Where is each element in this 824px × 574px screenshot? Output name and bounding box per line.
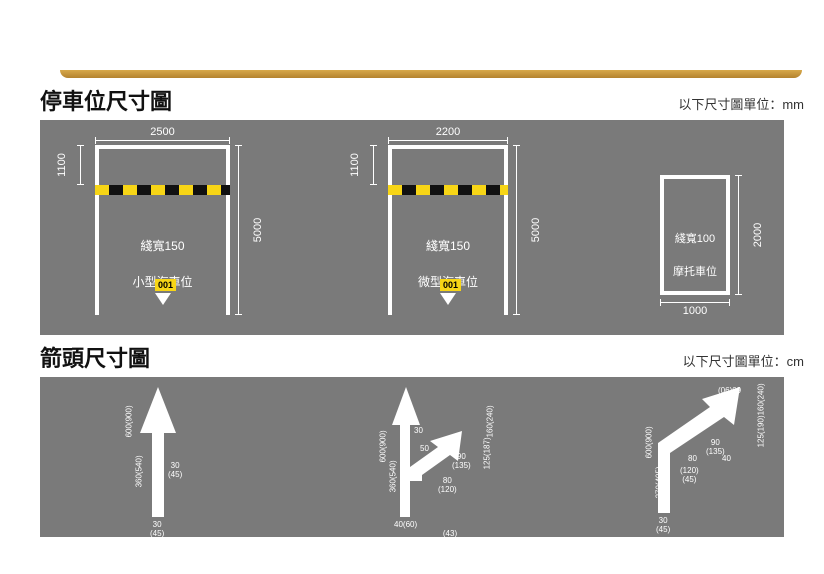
dim-turn-shaft: 360(540) xyxy=(390,460,399,492)
spot-number-small: 001 xyxy=(155,279,176,291)
arrows-unit: 以下尺寸圖單位：cm xyxy=(683,351,804,370)
dim-small-width: 2500 xyxy=(95,126,230,141)
dim-turn-arm2: 80 (120) xyxy=(438,477,457,495)
parking-section-header: 停車位尺寸圖 以下尺寸圖單位：mm xyxy=(0,78,824,120)
number-arrow-icon xyxy=(440,293,456,305)
top-whitespace xyxy=(0,0,824,78)
arrows-panel: 600(900) 360(540) 30 (45) 30 (45) 600(90… xyxy=(40,377,784,537)
dim-micro-topgap: 1100 xyxy=(373,145,374,185)
dim-moto-width: 1000 xyxy=(660,302,730,319)
dim-small-topgap: 1100 xyxy=(80,145,81,185)
gold-strip xyxy=(60,70,802,78)
arrows-title: 箭頭尺寸圖 xyxy=(40,341,150,373)
dim-turn-stub1: 50 xyxy=(420,445,429,454)
parking-panel: 2500 1100 5000 綫寬150 小型汽車位 001 2200 1100… xyxy=(40,120,784,335)
dim-merge-shaft: 270(405) xyxy=(656,466,665,498)
parking-spot-moto: 綫寬100 摩托車位 xyxy=(660,175,730,295)
arrow-head-icon xyxy=(392,387,420,425)
hazard-bar-icon xyxy=(388,185,508,195)
dim-merge-head-top: 160(240) xyxy=(758,383,767,415)
dim-merge-total: 600(900) xyxy=(646,426,655,458)
dim-turn-total: 600(900) xyxy=(380,430,389,462)
parking-spot-micro: 綫寬150 微型汽車位 001 xyxy=(388,145,508,315)
dim-straight-base: 30 (45) xyxy=(150,521,164,539)
dim-turn-arm1: 90 (135) xyxy=(452,453,471,471)
dim-micro-width: 2200 xyxy=(388,126,508,141)
spot-number-micro: 001 xyxy=(440,279,461,291)
dim-turn-head-top: 160(240) xyxy=(487,405,496,437)
parking-spot-small: 綫寬150 小型汽車位 001 xyxy=(95,145,230,315)
arrow-shaft-icon xyxy=(152,431,164,517)
dim-turn-head-h: 125(187) xyxy=(484,437,493,469)
dim-merge-head-h: 125(190) xyxy=(758,415,767,447)
dim-merge-tiny: 40 xyxy=(722,455,731,464)
dim-turn-slant: 30 xyxy=(414,427,423,436)
dim-straight-shaft: 360(540) xyxy=(136,455,145,487)
parking-unit: 以下尺寸圖單位：mm xyxy=(678,94,804,113)
spot-moto-label: 綫寬100 摩托車位 xyxy=(664,214,726,280)
dim-merge-top: (06)09 xyxy=(718,387,741,396)
arrow-head-icon xyxy=(140,387,176,433)
dim-moto-height: 2000 xyxy=(738,175,739,295)
dim-merge-stub: (120)(45) xyxy=(680,467,699,485)
dim-small-height: 5000 xyxy=(238,145,239,315)
dim-turn-stub-row: (43) 80 20 (45)(20)(45) xyxy=(410,521,490,574)
dim-straight-width-r: 30 (45) xyxy=(168,462,182,480)
arrows-section-header: 箭頭尺寸圖 以下尺寸圖單位：cm xyxy=(0,335,824,377)
dim-merge-armbase: 80 xyxy=(688,455,697,464)
hazard-bar-icon xyxy=(95,185,230,195)
number-arrow-icon xyxy=(155,293,171,305)
dim-straight-total: 600(900) xyxy=(126,405,135,437)
dim-micro-height: 5000 xyxy=(516,145,517,315)
parking-title: 停車位尺寸圖 xyxy=(40,84,172,116)
dim-merge-base: 30 (45) xyxy=(656,517,670,535)
